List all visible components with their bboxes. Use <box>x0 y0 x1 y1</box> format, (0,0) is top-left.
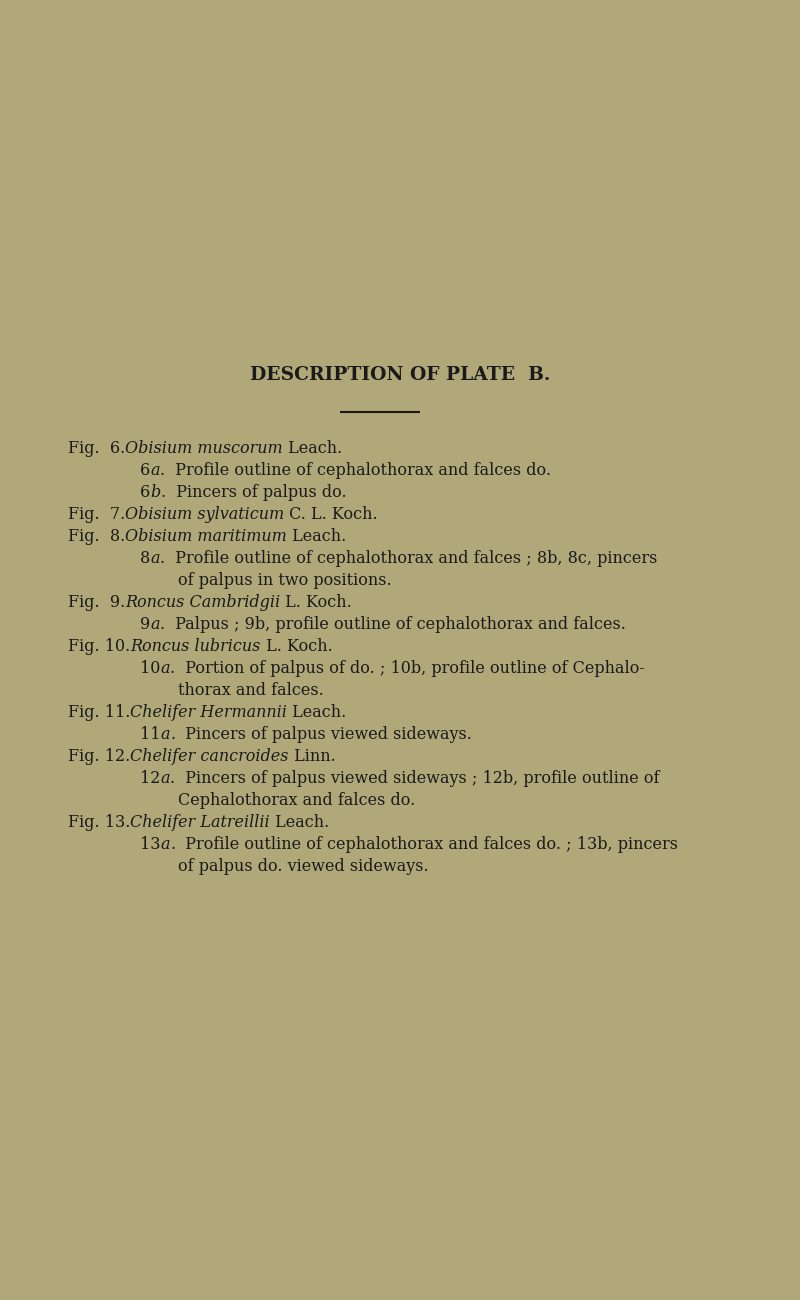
Text: DESCRIPTION OF PLATE  B.: DESCRIPTION OF PLATE B. <box>250 367 550 384</box>
Text: C. L. Koch.: C. L. Koch. <box>284 506 378 523</box>
Text: b: b <box>150 484 161 501</box>
Text: .: . <box>161 484 166 501</box>
Text: Pincers of palpus viewed sideways ; 12b, profile outline of: Pincers of palpus viewed sideways ; 12b,… <box>175 770 659 786</box>
Text: Chelifer Latreillii: Chelifer Latreillii <box>130 814 270 831</box>
Text: Profile outline of cephalothorax and falces ; 8b, 8c, pincers: Profile outline of cephalothorax and fal… <box>165 550 658 567</box>
Text: thorax and falces.: thorax and falces. <box>178 682 324 699</box>
Text: a: a <box>150 550 160 567</box>
Text: of palpus do. viewed sideways.: of palpus do. viewed sideways. <box>178 858 429 875</box>
Text: Fig. 12.: Fig. 12. <box>68 747 130 764</box>
Text: Obisium sylvaticum: Obisium sylvaticum <box>126 506 284 523</box>
Text: .: . <box>170 660 175 677</box>
Text: 9: 9 <box>140 616 150 633</box>
Text: Leach.: Leach. <box>270 814 330 831</box>
Text: Profile outline of cephalothorax and falces do.: Profile outline of cephalothorax and fal… <box>165 462 551 478</box>
Text: Profile outline of cephalothorax and falces do. ; 13b, pincers: Profile outline of cephalothorax and fal… <box>175 836 678 853</box>
Text: of palpus in two positions.: of palpus in two positions. <box>178 572 392 589</box>
Text: Roncus lubricus: Roncus lubricus <box>130 638 261 655</box>
Text: Fig. 13.: Fig. 13. <box>68 814 130 831</box>
Text: .: . <box>170 836 175 853</box>
Text: Leach.: Leach. <box>287 528 346 545</box>
Text: a: a <box>150 462 160 478</box>
Text: 13: 13 <box>140 836 161 853</box>
Text: .: . <box>170 770 175 786</box>
Text: 10: 10 <box>140 660 160 677</box>
Text: a: a <box>150 616 160 633</box>
Text: Fig.  8.: Fig. 8. <box>68 528 126 545</box>
Text: Fig. 11.: Fig. 11. <box>68 705 130 722</box>
Text: L. Koch.: L. Koch. <box>280 594 352 611</box>
Text: 8: 8 <box>140 550 150 567</box>
Text: Obisium muscorum: Obisium muscorum <box>126 439 283 458</box>
Text: Linn.: Linn. <box>289 747 335 764</box>
Text: Fig.  6.: Fig. 6. <box>68 439 126 458</box>
Text: Obisium maritimum: Obisium maritimum <box>126 528 287 545</box>
Text: 12: 12 <box>140 770 160 786</box>
Text: Fig.  7.: Fig. 7. <box>68 506 126 523</box>
Text: a: a <box>161 725 170 744</box>
Text: a: a <box>160 660 170 677</box>
Text: Portion of palpus of do. ; 10b, profile outline of Cephalo-: Portion of palpus of do. ; 10b, profile … <box>175 660 645 677</box>
Text: 6: 6 <box>140 484 150 501</box>
Text: Chelifer cancroides: Chelifer cancroides <box>130 747 289 764</box>
Text: Pincers of palpus do.: Pincers of palpus do. <box>166 484 346 501</box>
Text: Chelifer Hermannii: Chelifer Hermannii <box>130 705 287 722</box>
Text: .: . <box>170 725 175 744</box>
Text: a: a <box>161 836 170 853</box>
Text: L. Koch.: L. Koch. <box>261 638 332 655</box>
Text: Palpus ; 9b, profile outline of cephalothorax and falces.: Palpus ; 9b, profile outline of cephalot… <box>165 616 626 633</box>
Text: Pincers of palpus viewed sideways.: Pincers of palpus viewed sideways. <box>175 725 472 744</box>
Text: Fig.  9.: Fig. 9. <box>68 594 126 611</box>
Text: 6: 6 <box>140 462 150 478</box>
Text: Leach.: Leach. <box>283 439 342 458</box>
Text: .: . <box>160 616 165 633</box>
Text: a: a <box>160 770 170 786</box>
Text: Leach.: Leach. <box>287 705 346 722</box>
Text: Fig. 10.: Fig. 10. <box>68 638 130 655</box>
Text: 11: 11 <box>140 725 161 744</box>
Text: .: . <box>160 462 165 478</box>
Text: .: . <box>160 550 165 567</box>
Text: Roncus Cambridgii: Roncus Cambridgii <box>126 594 280 611</box>
Text: Cephalothorax and falces do.: Cephalothorax and falces do. <box>178 792 415 809</box>
